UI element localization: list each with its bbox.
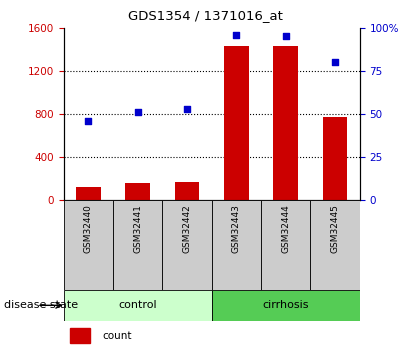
Bar <box>162 200 212 290</box>
Text: GDS1354 / 1371016_at: GDS1354 / 1371016_at <box>128 9 283 22</box>
Text: GSM32443: GSM32443 <box>232 205 241 254</box>
Point <box>282 33 289 39</box>
Point <box>332 59 338 65</box>
Bar <box>113 200 162 290</box>
Text: GSM32445: GSM32445 <box>330 205 339 254</box>
Text: GSM32440: GSM32440 <box>84 205 93 254</box>
Bar <box>64 200 113 290</box>
Bar <box>69 328 90 343</box>
Bar <box>323 117 347 200</box>
Text: disease state: disease state <box>4 300 78 310</box>
Bar <box>212 290 360 321</box>
Bar <box>310 200 360 290</box>
Bar <box>261 200 310 290</box>
Bar <box>64 290 212 321</box>
Text: GSM32444: GSM32444 <box>281 205 290 253</box>
Text: count: count <box>102 331 132 341</box>
Bar <box>76 187 101 200</box>
Text: GSM32441: GSM32441 <box>133 205 142 254</box>
Text: control: control <box>118 300 157 310</box>
Bar <box>273 46 298 200</box>
Point <box>134 109 141 115</box>
Bar <box>224 46 249 200</box>
Bar <box>175 182 199 200</box>
Text: GSM32442: GSM32442 <box>182 205 192 253</box>
Point <box>184 106 190 111</box>
Bar <box>212 200 261 290</box>
Point <box>233 32 240 37</box>
Text: cirrhosis: cirrhosis <box>262 300 309 310</box>
Point <box>85 118 92 124</box>
Bar <box>125 183 150 200</box>
